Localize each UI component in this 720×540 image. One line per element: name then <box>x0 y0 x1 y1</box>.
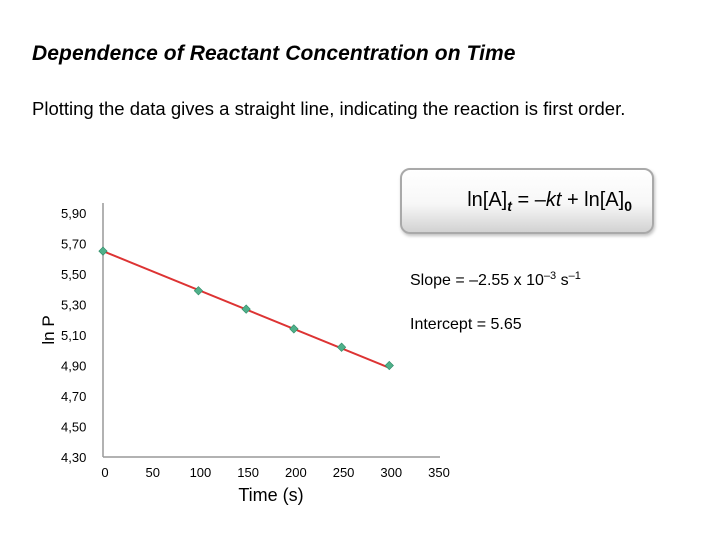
y-tick-label: 5,10 <box>61 328 86 343</box>
y-tick-labels: 5,90 5,70 5,50 5,30 5,10 4,90 4,70 4,50 4,30 <box>61 206 86 465</box>
eq-sub-t: t <box>507 198 512 214</box>
slope-unit: s <box>556 272 569 289</box>
intercept-annotation: Intercept = 5.65 <box>410 316 522 333</box>
x-tick-label: 200 <box>285 465 307 480</box>
data-point <box>193 286 204 296</box>
slope-prefix: Slope = –2.55 x 10 <box>410 272 544 289</box>
eq-part-equals: = – <box>511 189 546 211</box>
x-axis-label: Time (s) <box>238 485 303 505</box>
y-tick-label: 5,50 <box>61 267 86 282</box>
eq-k: k <box>545 189 556 211</box>
eq-part-lnA: ln[A] <box>467 189 508 211</box>
data-point <box>384 360 394 371</box>
data-point <box>336 342 347 352</box>
data-point <box>98 246 108 256</box>
x-tick-label: 250 <box>333 465 355 480</box>
y-axis-label: ln P <box>39 315 58 344</box>
y-tick-label: 4,30 <box>61 450 86 465</box>
x-tick-label: 300 <box>380 465 402 480</box>
data-point <box>289 324 299 334</box>
data-point <box>241 304 251 314</box>
y-tick-label: 4,90 <box>61 359 86 374</box>
eq-sub-0: 0 <box>624 198 632 214</box>
slope-exp2: –1 <box>568 270 581 282</box>
x-tick-label: 50 <box>145 465 159 480</box>
rate-equation: ln[A]t = –kt + ln[A]0 <box>467 189 632 214</box>
y-tick-label: 5,30 <box>61 298 86 313</box>
data-points <box>98 246 394 371</box>
y-tick-label: 5,70 <box>61 237 86 252</box>
x-tick-label: 350 <box>428 465 450 480</box>
y-tick-label: 5,90 <box>61 206 86 221</box>
eq-t: t <box>555 189 562 211</box>
x-tick-label: 100 <box>190 465 212 480</box>
slide-title: Dependence of Reactant Concentration on … <box>32 42 516 65</box>
equation-box: ln[A]t = –kt + ln[A]0 <box>400 168 654 234</box>
slope-exp1: –3 <box>543 270 557 282</box>
x-tick-label: 150 <box>237 465 259 480</box>
eq-part-lnA0: + ln[A] <box>561 189 625 211</box>
slide-subtitle: Plotting the data gives a straight line,… <box>32 98 626 119</box>
y-tick-label: 4,70 <box>61 389 86 404</box>
y-tick-label: 4,50 <box>61 420 86 435</box>
x-tick-label: 0 <box>101 465 108 480</box>
x-tick-labels: 0 50 100 150 200 250 300 350 <box>101 465 449 480</box>
slope-annotation: Slope = –2.55 x 10–3 s–1 <box>410 270 581 290</box>
